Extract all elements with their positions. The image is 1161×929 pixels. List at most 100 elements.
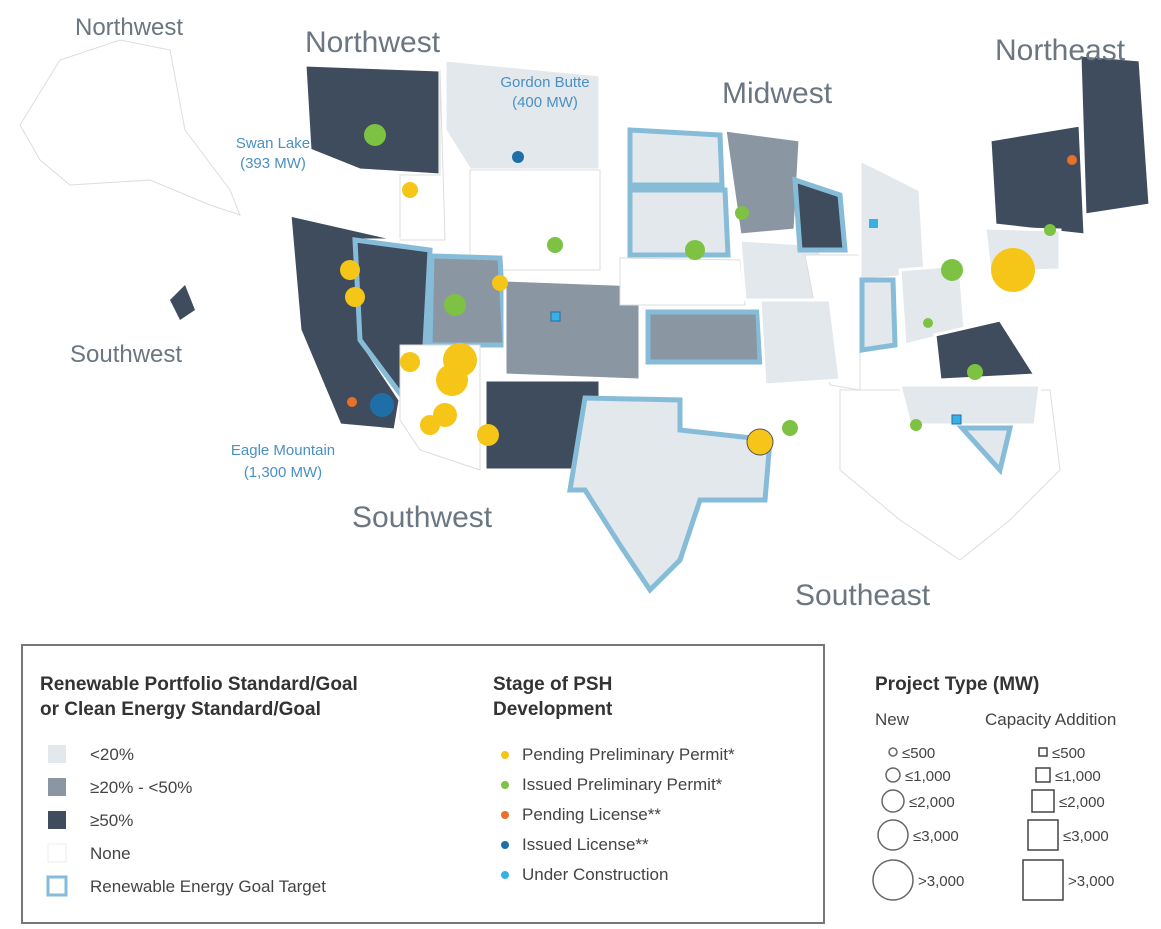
annotation: Gordon Butte — [500, 74, 589, 91]
annotation: (393 MW) — [240, 155, 306, 172]
legend-dot — [501, 781, 509, 789]
marker — [547, 237, 563, 253]
minnesota — [723, 128, 802, 237]
size-square — [1038, 747, 1048, 757]
legend-swatch — [48, 745, 66, 763]
region-label: Southwest — [352, 501, 493, 534]
north-dakota — [627, 127, 725, 188]
size-label: ≤2,000 — [1059, 794, 1105, 811]
region-label: Southeast — [795, 579, 931, 612]
size-label: ≤1,000 — [905, 768, 951, 785]
marker — [910, 419, 922, 431]
south-carolina — [956, 425, 1014, 476]
legend-title: Stage of PSH — [493, 674, 612, 695]
region-label: Southwest — [70, 341, 182, 368]
legend-box — [21, 644, 825, 924]
marker — [444, 294, 466, 316]
utah — [427, 253, 508, 348]
legend-swatch — [47, 843, 67, 863]
size-square — [1022, 859, 1064, 901]
marker — [512, 151, 524, 163]
new-york — [988, 123, 1087, 237]
size-circle — [888, 747, 898, 757]
annotation: (1,300 MW) — [244, 464, 322, 481]
legend-title: Project Type (MW) — [875, 674, 1039, 695]
size-label: ≤1,000 — [1055, 768, 1101, 785]
legend-dot — [501, 871, 509, 879]
annotation: (400 MW) — [512, 94, 578, 111]
legend-label: Under Construction — [522, 865, 668, 884]
size-label: ≤500 — [1052, 745, 1085, 762]
size-circle — [885, 767, 901, 783]
legend-swatch — [48, 778, 66, 796]
missouri — [758, 298, 842, 387]
marker — [364, 124, 386, 146]
marker — [370, 393, 394, 417]
marker — [1067, 155, 1077, 165]
marker — [550, 311, 561, 322]
region-label: Midwest — [722, 77, 833, 110]
marker — [347, 397, 357, 407]
marker — [400, 352, 420, 372]
size-circle — [881, 789, 905, 813]
hawaii — [170, 285, 195, 320]
region-label: Northwest — [305, 26, 441, 59]
legend: Renewable Portfolio Standard/Goal or Cle… — [21, 644, 1116, 924]
size-label: ≤3,000 — [913, 828, 959, 845]
annotation: Swan Lake — [236, 135, 310, 152]
south-dakota — [627, 187, 731, 258]
size-label: ≤2,000 — [909, 794, 955, 811]
legend-label: Pending License** — [522, 805, 661, 824]
marker — [923, 318, 933, 328]
labels: Northwest Southwest Northwest Midwest No… — [70, 14, 1126, 612]
size-label: >3,000 — [1068, 873, 1114, 890]
marker — [746, 428, 774, 456]
project-markers — [340, 124, 1077, 456]
legend-label: <20% — [90, 745, 134, 764]
marker — [436, 364, 468, 396]
wisconsin — [792, 176, 848, 253]
marker — [685, 240, 705, 260]
legend-dot — [501, 841, 509, 849]
legend-label: Issued License** — [522, 835, 649, 854]
legend-label: None — [90, 844, 131, 863]
region-label: Northeast — [995, 34, 1126, 67]
alaska — [19, 39, 241, 216]
north-carolina — [898, 383, 1042, 427]
size-circle — [877, 819, 909, 851]
marker — [951, 414, 962, 425]
marker — [991, 248, 1035, 292]
size-circle — [872, 859, 914, 901]
marker — [782, 420, 798, 436]
size-square — [1035, 767, 1051, 783]
legend-label: Pending Preliminary Permit* — [522, 745, 735, 764]
marker — [492, 275, 508, 291]
legend-label: Issued Preliminary Permit* — [522, 775, 723, 794]
marker — [420, 415, 440, 435]
marker — [941, 259, 963, 281]
size-label: >3,000 — [918, 873, 964, 890]
states — [19, 39, 1152, 594]
kansas — [645, 309, 763, 365]
indiana — [859, 277, 898, 353]
size-label: ≤500 — [902, 745, 935, 762]
marker — [477, 424, 499, 446]
legend-subtitle: New — [875, 710, 910, 729]
legend-label: Renewable Energy Goal Target — [90, 877, 326, 896]
washington — [303, 63, 442, 177]
nebraska — [619, 257, 746, 306]
texas — [567, 395, 773, 594]
new-england — [1078, 53, 1152, 217]
marker — [735, 206, 749, 220]
size-square — [1027, 819, 1059, 851]
marker — [345, 287, 365, 307]
legend-dot — [501, 751, 509, 759]
virginia — [933, 318, 1038, 382]
marker — [402, 182, 418, 198]
region-label: Northwest — [75, 14, 183, 41]
marker — [1044, 224, 1056, 236]
annotation: Eagle Mountain — [231, 442, 335, 459]
legend-title: Development — [493, 699, 613, 720]
legend-dot — [501, 811, 509, 819]
